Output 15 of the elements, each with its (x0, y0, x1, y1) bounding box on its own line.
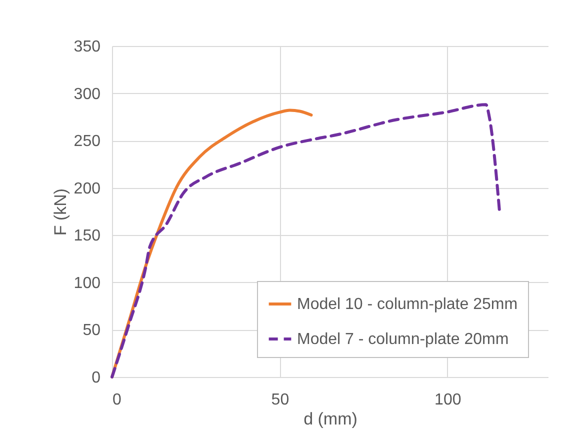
x-tick-label: 0 (112, 392, 122, 408)
y-tick-label: 100 (74, 274, 101, 292)
x-axis-title: d (mm) (304, 410, 358, 428)
y-tick-label: 300 (74, 86, 101, 103)
legend-label: Model 10 - column-plate 25mm (297, 296, 518, 313)
y-tick-label: 250 (74, 133, 101, 150)
y-axis-title: F (kN) (50, 188, 70, 236)
y-tick-label: 350 (74, 38, 101, 56)
y-tick-label: 150 (74, 228, 101, 245)
y-tick-label: 50 (82, 322, 101, 340)
x-tick-label: 50 (271, 392, 290, 408)
y-tick-label: 0 (92, 370, 101, 386)
x-tick-label: 100 (434, 392, 462, 408)
y-tick-label: 200 (74, 180, 101, 198)
legend-label: Model 7 - column-plate 20mm (297, 331, 509, 348)
